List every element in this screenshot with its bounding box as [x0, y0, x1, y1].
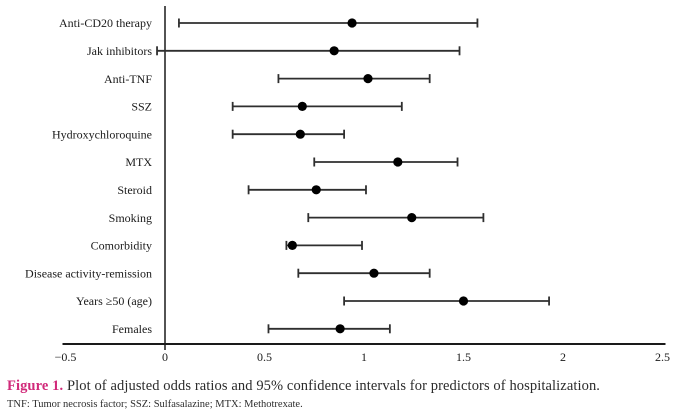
figure-caption-text: Plot of adjusted odds ratios and 95% con…: [66, 378, 601, 394]
x-tick-label: 1: [361, 350, 367, 364]
forest-plot: Anti-CD20 therapy Jak inhibitors Anti-TNF S…: [25, 6, 670, 364]
or-marker: [369, 268, 379, 278]
row-label: Females: [112, 322, 152, 336]
row-label: Hydroxychloroquine: [52, 127, 152, 141]
figure-footnote: TNF: Tumor necrosis factor; SSZ: Sulfasa…: [7, 399, 303, 410]
row-label: Smoking: [109, 211, 152, 225]
row-label: Anti-TNF: [104, 72, 152, 86]
or-marker: [295, 129, 305, 139]
figure-caption: Figure 1. Plot of adjusted odds ratios a…: [7, 378, 675, 395]
x-tick-label: 0.5: [257, 350, 272, 364]
row-label: Steroid: [117, 183, 152, 197]
row-label: Comorbidity: [91, 239, 152, 253]
row-label: MTX: [125, 155, 152, 169]
row-label: Anti-CD20 therapy: [59, 16, 152, 30]
or-marker: [347, 18, 357, 28]
x-tick-label: 2: [560, 350, 566, 364]
or-marker: [329, 46, 339, 56]
or-marker: [393, 157, 403, 167]
row-label: Disease activity-remission: [25, 266, 152, 280]
row-label: SSZ: [131, 100, 152, 114]
or-marker: [335, 324, 345, 334]
x-tick-label: −0.5: [55, 350, 77, 364]
figure-caption-label: Figure 1.: [7, 378, 64, 394]
x-tick-label: 1.5: [456, 350, 471, 364]
x-tick-label: 2.5: [655, 350, 670, 364]
or-marker: [311, 185, 321, 195]
or-marker: [363, 74, 373, 84]
or-marker: [297, 101, 307, 111]
x-tick-label: 0: [162, 350, 168, 364]
row-label: Jak inhibitors: [87, 44, 152, 58]
row-label: Years ≥50 (age): [76, 294, 152, 308]
or-marker: [458, 296, 469, 306]
or-marker: [287, 240, 297, 250]
or-marker: [407, 213, 417, 223]
